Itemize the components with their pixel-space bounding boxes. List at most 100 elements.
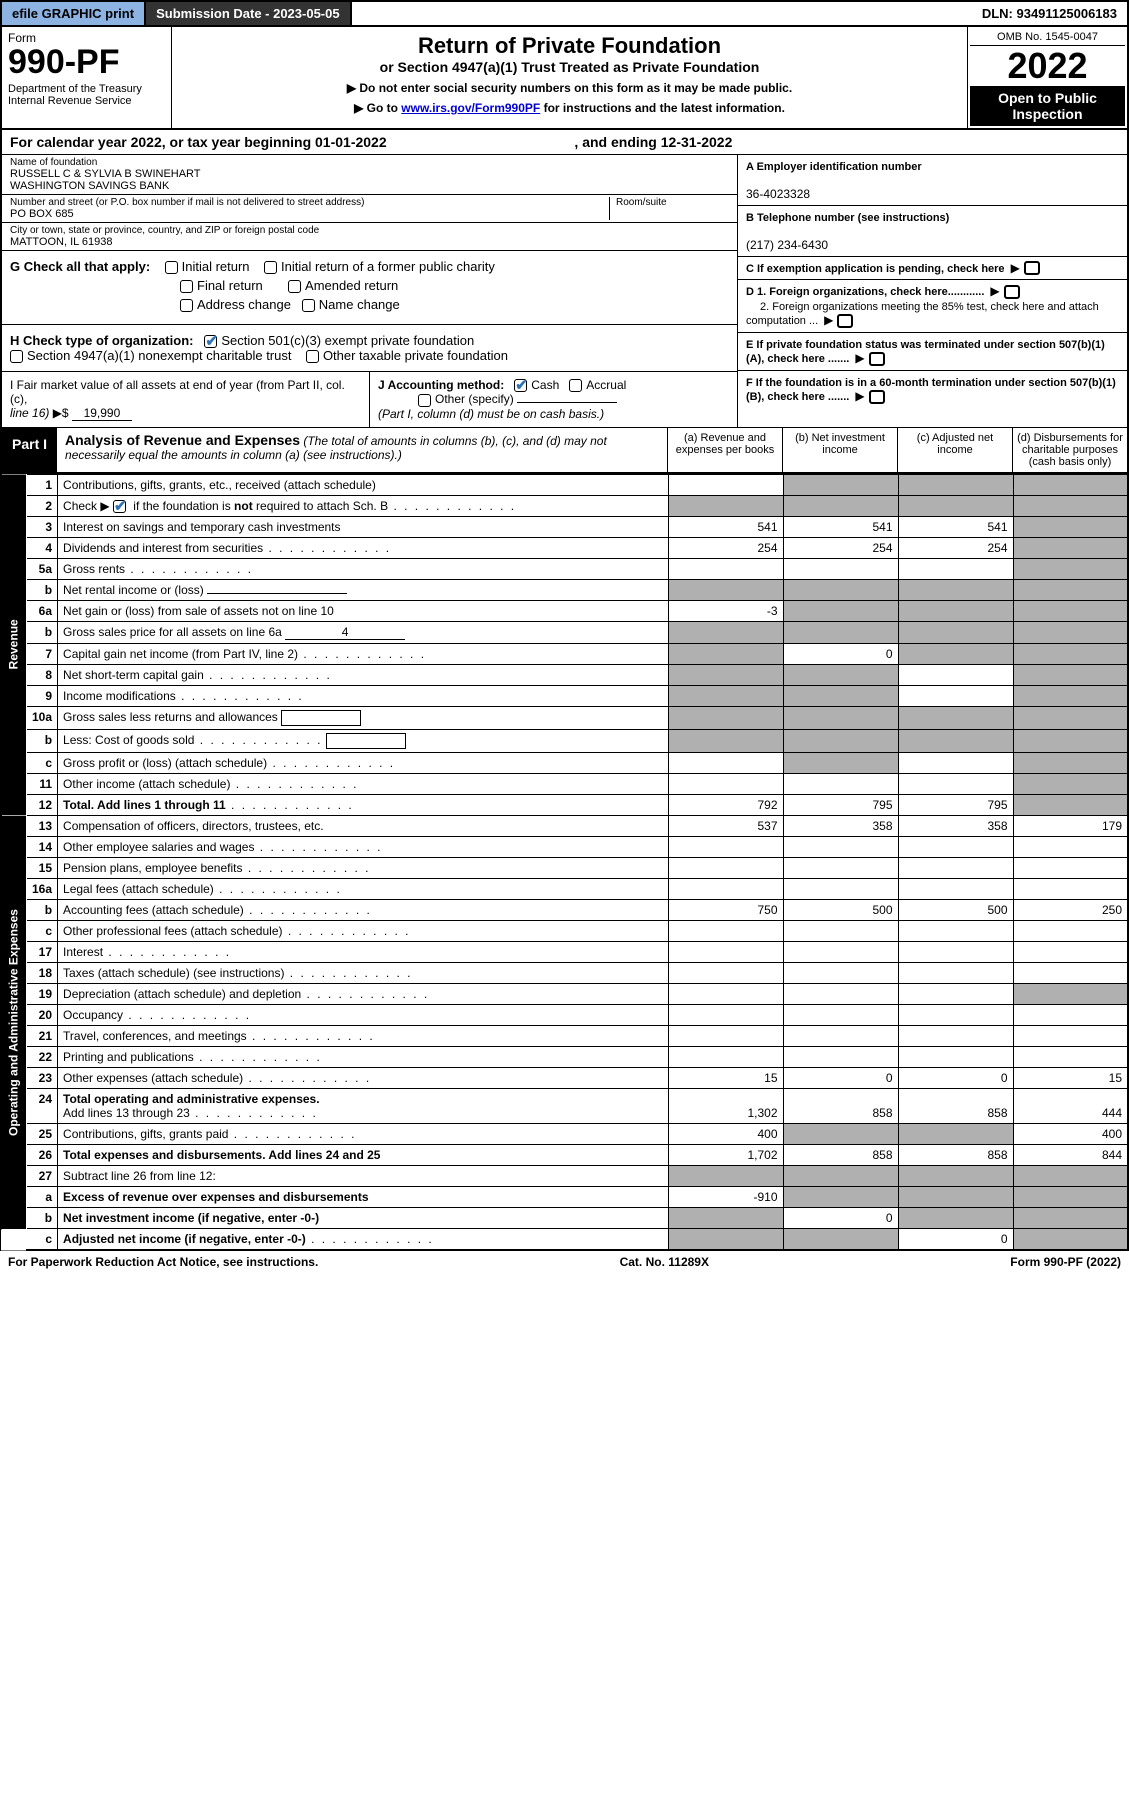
instructions-link[interactable]: www.irs.gov/Form990PF (401, 101, 540, 115)
chk-other-method[interactable] (418, 394, 431, 407)
calendar-year-row: For calendar year 2022, or tax year begi… (0, 130, 1129, 155)
chk-cash[interactable] (514, 379, 527, 392)
chk-amended[interactable] (288, 280, 301, 293)
e-label: E If private foundation status was termi… (746, 339, 1105, 365)
chk-final[interactable] (180, 280, 193, 293)
revenue-side-label: Revenue (1, 474, 27, 815)
chk-501c3[interactable] (204, 335, 217, 348)
city-label: City or town, state or province, country… (10, 225, 729, 236)
c-checkbox[interactable] (1024, 261, 1040, 275)
row-27c: Adjusted net income (if negative, enter … (58, 1229, 668, 1251)
row-17: Interest (58, 942, 668, 963)
d2-checkbox[interactable] (837, 314, 853, 328)
row-18: Taxes (attach schedule) (see instruction… (58, 963, 668, 984)
row-13: Compensation of officers, directors, tru… (58, 816, 668, 837)
chk-4947[interactable] (10, 350, 23, 363)
phone-label: B Telephone number (see instructions) (746, 212, 949, 224)
row-21: Travel, conferences, and meetings (58, 1026, 668, 1047)
efile-print-button[interactable]: efile GRAPHIC print (2, 2, 146, 25)
chk-other-taxable[interactable] (306, 350, 319, 363)
submission-date: Submission Date - 2023-05-05 (146, 2, 352, 25)
row-7: Capital gain net income (from Part IV, l… (58, 644, 668, 665)
row-8: Net short-term capital gain (58, 665, 668, 686)
chk-address[interactable] (180, 299, 193, 312)
row-27a: Excess of revenue over expenses and disb… (58, 1187, 668, 1208)
section-j: J Accounting method: Cash Accrual Other … (369, 372, 737, 427)
cat-no: Cat. No. 11289X (620, 1255, 709, 1269)
row-10c: Gross profit or (loss) (attach schedule) (58, 753, 668, 774)
phone-value: (217) 234-6430 (746, 238, 828, 252)
row-27b: Net investment income (if negative, ente… (58, 1208, 668, 1229)
row-2: Check ▶ if the foundation is not require… (58, 495, 668, 516)
paperwork-notice: For Paperwork Reduction Act Notice, see … (8, 1255, 318, 1269)
row-16c: Other professional fees (attach schedule… (58, 921, 668, 942)
row-6a: Net gain or (loss) from sale of assets n… (58, 601, 668, 622)
dln-label: DLN: 93491125006183 (972, 2, 1127, 25)
city-value: MATTOON, IL 61938 (10, 236, 729, 248)
e-checkbox[interactable] (869, 352, 885, 366)
address: PO BOX 685 (10, 208, 609, 220)
footer: For Paperwork Reduction Act Notice, see … (0, 1251, 1129, 1273)
d2-label: 2. Foreign organizations meeting the 85%… (746, 301, 1099, 327)
section-h: H Check type of organization: Section 50… (2, 325, 737, 372)
row-9: Income modifications (58, 686, 668, 707)
row-3: Interest on savings and temporary cash i… (58, 517, 668, 538)
col-c-header: (c) Adjusted net income (897, 428, 1012, 472)
row-15: Pension plans, employee benefits (58, 858, 668, 879)
row-14: Other employee salaries and wages (58, 837, 668, 858)
name-label: Name of foundation (10, 157, 729, 168)
row-10b: Less: Cost of goods sold (58, 730, 668, 753)
form-subtitle: or Section 4947(a)(1) Trust Treated as P… (186, 59, 953, 75)
form-number: 990-PF (8, 45, 165, 79)
row-6b: Gross sales price for all assets on line… (58, 622, 668, 644)
open-inspection: Open to Public Inspection (970, 86, 1125, 126)
ein-value: 36-4023328 (746, 187, 810, 201)
part1-header: Part I Analysis of Revenue and Expenses … (0, 427, 1129, 474)
form-header: Form 990-PF Department of the Treasury I… (0, 27, 1129, 130)
chk-schb[interactable] (113, 500, 126, 513)
row-10a: Gross sales less returns and allowances (58, 707, 668, 730)
chk-initial[interactable] (165, 261, 178, 274)
foundation-name: RUSSELL C & SYLVIA B SWINEHART WASHINGTO… (10, 168, 729, 192)
row-5b: Net rental income or (loss) (58, 580, 668, 601)
addr-label: Number and street (or P.O. box number if… (10, 197, 609, 208)
row-26: Total expenses and disbursements. Add li… (58, 1145, 668, 1166)
row-25: Contributions, gifts, grants paid (58, 1124, 668, 1145)
omb-number: OMB No. 1545-0047 (970, 29, 1125, 46)
note-link: ▶ Go to www.irs.gov/Form990PF for instru… (186, 101, 953, 115)
row-4: Dividends and interest from securities (58, 538, 668, 559)
part1-tab: Part I (2, 428, 57, 472)
col-d-header: (d) Disbursements for charitable purpose… (1012, 428, 1127, 472)
row-27: Subtract line 26 from line 12: (58, 1166, 668, 1187)
row-19: Depreciation (attach schedule) and deple… (58, 984, 668, 1005)
form-title: Return of Private Foundation (186, 33, 953, 59)
section-i: I Fair market value of all assets at end… (2, 372, 369, 427)
fmv-value: 19,990 (72, 406, 132, 421)
section-g: G Check all that apply: Initial return I… (2, 251, 737, 325)
ein-label: A Employer identification number (746, 161, 922, 173)
row-1: Contributions, gifts, grants, etc., rece… (58, 474, 668, 495)
top-bar: efile GRAPHIC print Submission Date - 20… (0, 0, 1129, 27)
c-label: C If exemption application is pending, c… (746, 263, 1005, 275)
f-checkbox[interactable] (869, 390, 885, 404)
chk-initial-public[interactable] (264, 261, 277, 274)
chk-accrual[interactable] (569, 379, 582, 392)
row-5a: Gross rents (58, 559, 668, 580)
col-b-header: (b) Net investment income (782, 428, 897, 472)
col-a-header: (a) Revenue and expenses per books (667, 428, 782, 472)
main-table: Revenue 1Contributions, gifts, grants, e… (0, 474, 1129, 1251)
chk-name[interactable] (302, 299, 315, 312)
row-20: Occupancy (58, 1005, 668, 1026)
dept-label: Department of the Treasury Internal Reve… (8, 83, 165, 107)
d1-checkbox[interactable] (1004, 285, 1020, 299)
note-ssn: ▶ Do not enter social security numbers o… (186, 81, 953, 95)
row-16a: Legal fees (attach schedule) (58, 879, 668, 900)
room-label: Room/suite (616, 197, 729, 208)
row-11: Other income (attach schedule) (58, 774, 668, 795)
f-label: F If the foundation is in a 60-month ter… (746, 377, 1116, 403)
row-12: Total. Add lines 1 through 11 (58, 795, 668, 816)
row-24: Total operating and administrative expen… (58, 1089, 668, 1124)
expenses-side-label: Operating and Administrative Expenses (1, 816, 27, 1229)
row-16b: Accounting fees (attach schedule) (58, 900, 668, 921)
form-ref: Form 990-PF (2022) (1010, 1255, 1121, 1269)
